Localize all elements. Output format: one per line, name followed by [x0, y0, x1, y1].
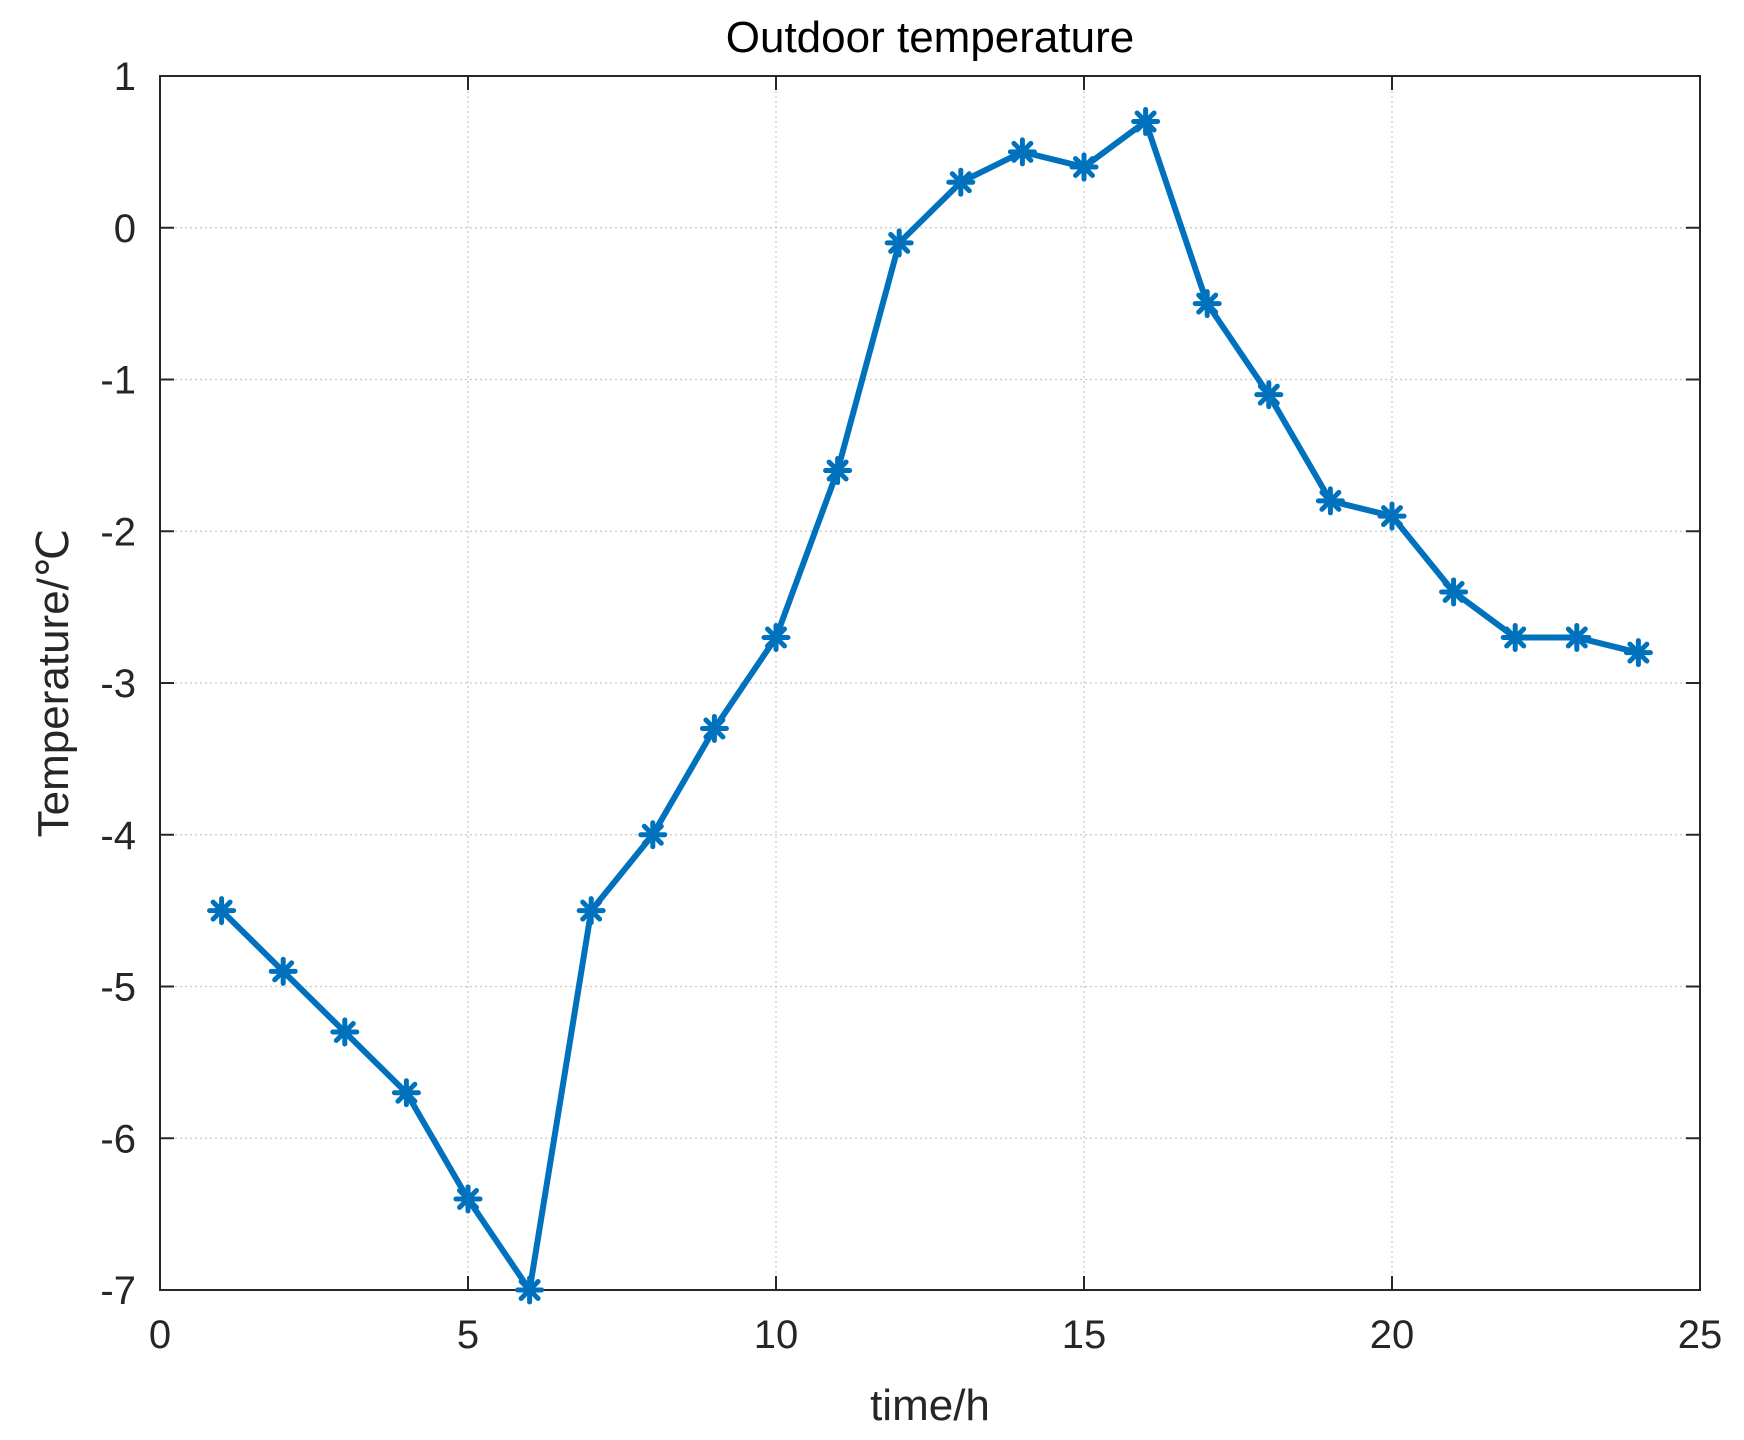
- y-tick-label: -3: [100, 662, 136, 706]
- y-tick-label: 1: [114, 55, 136, 99]
- data-point: [207, 896, 237, 926]
- data-point: [1192, 289, 1222, 319]
- y-tick-label: 0: [114, 207, 136, 251]
- data-point: [391, 1078, 421, 1108]
- x-axis-label: time/h: [870, 1381, 990, 1430]
- x-tick-label: 10: [754, 1313, 799, 1357]
- data-point: [1254, 380, 1284, 410]
- data-point: [699, 714, 729, 744]
- y-tick-label: -2: [100, 510, 136, 554]
- data-point: [1562, 622, 1592, 652]
- y-tick-label: -7: [100, 1269, 136, 1313]
- y-tick-label: -1: [100, 359, 136, 403]
- x-tick-label: 15: [1062, 1313, 1107, 1357]
- x-tick-label: 0: [149, 1313, 171, 1357]
- data-point: [1315, 486, 1345, 516]
- chart-title: Outdoor temperature: [726, 13, 1134, 62]
- data-point: [1069, 152, 1099, 182]
- data-point: [1007, 137, 1037, 167]
- y-tick-label: -6: [100, 1117, 136, 1161]
- data-point: [1623, 638, 1653, 668]
- y-tick-label: -4: [100, 814, 136, 858]
- data-point: [453, 1184, 483, 1214]
- x-tick-label: 25: [1678, 1313, 1723, 1357]
- data-point: [1439, 577, 1469, 607]
- y-axis-label: Temperature/℃: [29, 529, 78, 838]
- axis-ticks: [159, 75, 1701, 1291]
- series-line: [218, 118, 1642, 1293]
- x-tick-label: 20: [1370, 1313, 1415, 1357]
- data-point: [1131, 107, 1161, 137]
- y-tick-labels: -7 -6 -5 -4 -3 -2 -1 0 1: [100, 55, 136, 1313]
- x-tick-labels: 0 5 10 15 20 25: [149, 1313, 1722, 1357]
- data-point: [268, 956, 298, 986]
- series-group: [207, 107, 1653, 1305]
- data-point: [761, 622, 791, 652]
- data-point: [1377, 501, 1407, 531]
- data-point: [330, 1017, 360, 1047]
- data-point: [576, 896, 606, 926]
- data-point: [638, 820, 668, 850]
- data-point: [1500, 622, 1530, 652]
- x-tick-label: 5: [457, 1313, 479, 1357]
- grid: [160, 76, 1700, 1290]
- data-point: [515, 1275, 545, 1305]
- data-point: [823, 456, 853, 486]
- y-tick-label: -5: [100, 966, 136, 1010]
- data-point: [946, 167, 976, 197]
- data-point: [884, 228, 914, 258]
